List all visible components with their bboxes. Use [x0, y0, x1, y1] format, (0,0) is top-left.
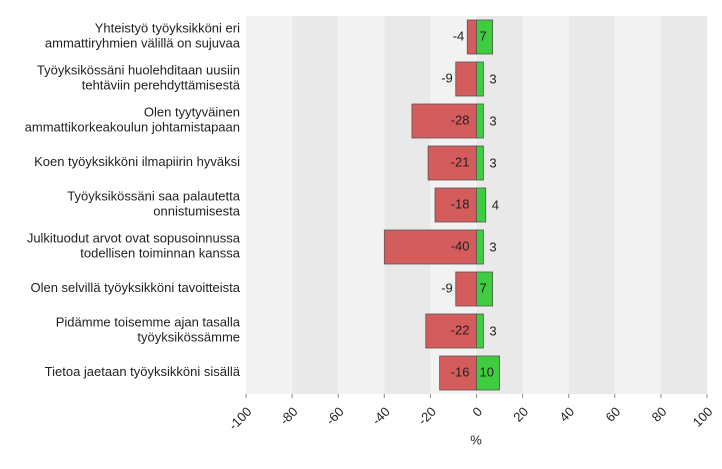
bar: [476, 355, 500, 391]
background-band: [292, 16, 339, 394]
x-axis-label: %: [470, 432, 482, 447]
value-label: -16: [451, 364, 470, 379]
bar: [455, 271, 477, 307]
value-label: 4: [492, 197, 499, 212]
bar: [476, 19, 494, 55]
category-label: Julkituodut arvot ovat sopusoinnussa tode…: [27, 231, 241, 261]
value-label: 3: [489, 155, 496, 170]
value-label: -28: [451, 112, 470, 127]
x-tick-label: -80: [277, 404, 301, 428]
bar: [476, 103, 484, 139]
value-label: 3: [489, 71, 496, 86]
x-tick-label: -20: [415, 404, 439, 428]
bar: [425, 313, 477, 349]
background-band: [568, 16, 615, 394]
category-label: Yhteistyö työyksikköni eri ammattiryhmien…: [45, 21, 241, 51]
category-label: Olen tyytyväinen ammattikorkeakoulun joht…: [25, 105, 240, 135]
value-label: -22: [451, 322, 470, 337]
x-tick-label: 80: [649, 404, 670, 425]
bar: [476, 313, 484, 349]
value-label: 10: [480, 364, 494, 379]
category-label: Tietoa jaetaan työyksikköni sisällä: [45, 364, 241, 379]
value-label: -9: [441, 280, 453, 295]
value-label: -9: [441, 70, 453, 85]
value-label: -4: [453, 28, 465, 43]
x-tick-label: 40: [556, 404, 577, 425]
bar: [383, 229, 477, 265]
category-label: Olen selvillä työyksikköni tavoitteista: [30, 280, 240, 295]
x-tick-label: 100: [690, 404, 716, 430]
category-label: Koen työyksikköni ilmapiirin hyväksi: [34, 154, 240, 169]
x-tick-label: 60: [603, 404, 624, 425]
bar: [466, 19, 477, 55]
bar: [455, 61, 477, 97]
value-label: -18: [451, 196, 470, 211]
bar: [476, 187, 487, 223]
value-label: 3: [489, 323, 496, 338]
background-band: [384, 16, 431, 394]
value-label: 7: [480, 28, 487, 43]
value-label: 7: [480, 280, 487, 295]
x-tick-label: 20: [510, 404, 531, 425]
value-label: 3: [489, 113, 496, 128]
x-tick-label: -40: [369, 404, 393, 428]
background-band: [614, 16, 661, 394]
category-label: Työyksikössäni huolehditaan uusiin tehtäv…: [37, 63, 241, 93]
category-label: Työyksikössäni saa palautetta onnistumise…: [67, 189, 240, 219]
bar: [476, 61, 484, 97]
background-band: [338, 16, 385, 394]
value-label: 3: [489, 239, 496, 254]
bar: [427, 145, 477, 181]
category-label: Pidämme toisemme ajan tasalla työyksiköss…: [56, 315, 241, 345]
background-band: [660, 16, 707, 394]
background-band: [522, 16, 569, 394]
value-label: -21: [451, 154, 470, 169]
x-tick-label: -60: [323, 404, 347, 428]
x-tick-label: -100: [226, 404, 255, 433]
value-label: -40: [451, 238, 470, 253]
bar: [476, 145, 484, 181]
bar: [439, 355, 477, 391]
x-tick-label: 0: [469, 404, 485, 420]
background-band: [246, 16, 293, 394]
bar: [476, 229, 484, 265]
bar: [476, 271, 494, 307]
